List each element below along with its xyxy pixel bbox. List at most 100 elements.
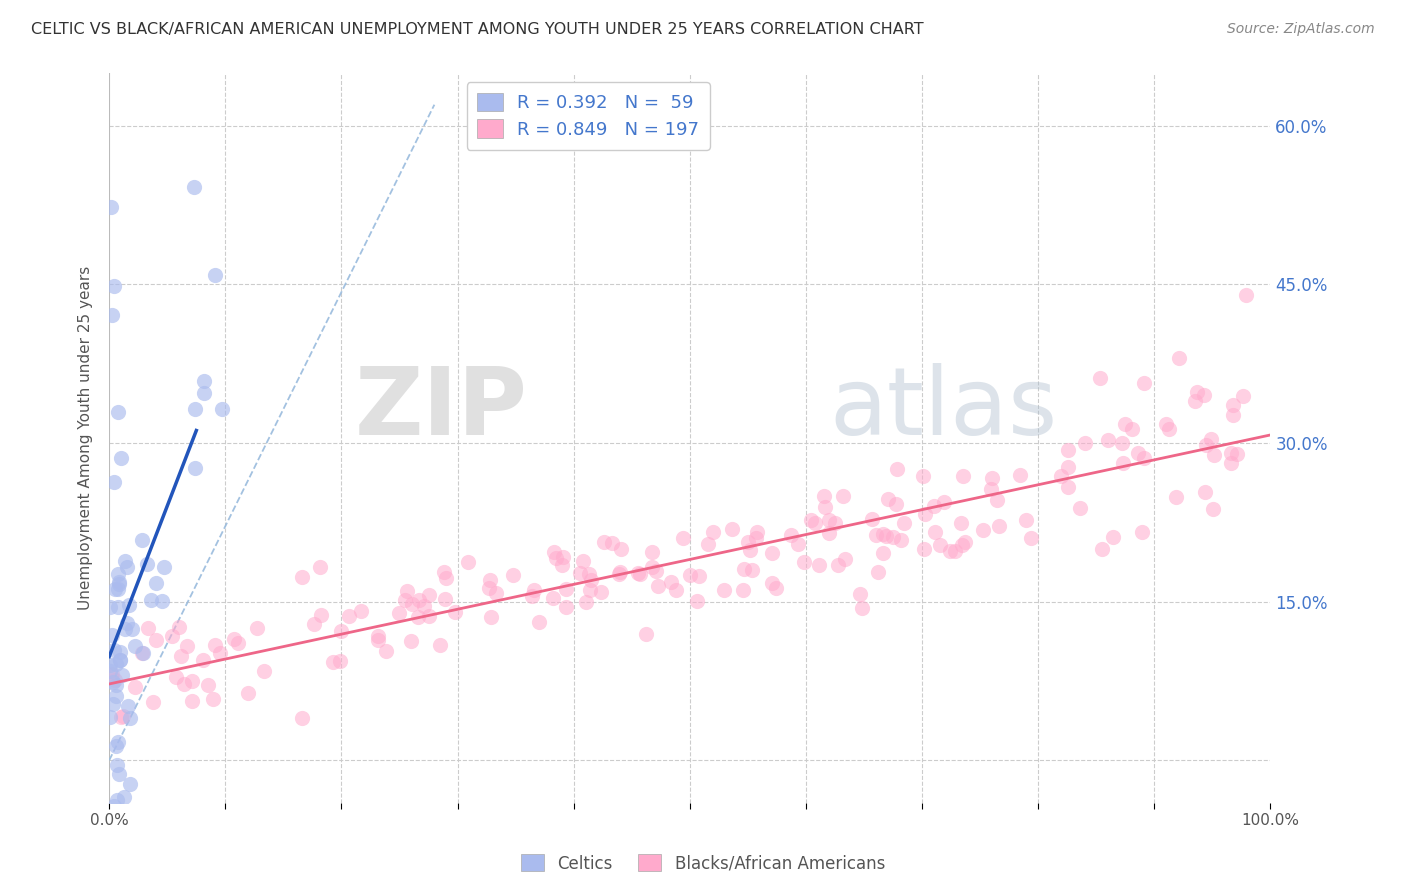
Point bbox=[111, 668, 134, 682]
Point bbox=[953, 535, 976, 549]
Point bbox=[551, 550, 574, 565]
Point bbox=[523, 583, 546, 598]
Point bbox=[107, 566, 129, 581]
Point bbox=[110, 644, 132, 658]
Point bbox=[135, 557, 157, 571]
Point bbox=[433, 565, 456, 579]
Point bbox=[103, 278, 125, 293]
Point bbox=[972, 523, 994, 537]
Point bbox=[173, 677, 195, 691]
Point bbox=[399, 633, 422, 648]
Point bbox=[1232, 389, 1254, 403]
Point bbox=[329, 654, 352, 668]
Point bbox=[103, 798, 125, 813]
Point bbox=[138, 621, 160, 635]
Point bbox=[103, 475, 125, 489]
Point bbox=[204, 268, 226, 282]
Point bbox=[988, 519, 1011, 533]
Point bbox=[865, 528, 887, 542]
Point bbox=[1222, 399, 1244, 413]
Point bbox=[1130, 525, 1153, 540]
Point bbox=[408, 593, 430, 607]
Point bbox=[886, 462, 908, 476]
Point bbox=[761, 576, 783, 591]
Point bbox=[160, 629, 183, 643]
Point bbox=[647, 579, 669, 593]
Point bbox=[1222, 409, 1244, 423]
Point bbox=[211, 402, 233, 417]
Point bbox=[922, 499, 945, 513]
Point bbox=[395, 583, 418, 598]
Point bbox=[222, 632, 245, 646]
Point bbox=[832, 490, 855, 504]
Point bbox=[945, 543, 967, 558]
Point bbox=[478, 573, 501, 587]
Point bbox=[117, 599, 139, 613]
Point bbox=[337, 609, 360, 624]
Point bbox=[367, 629, 389, 643]
Point bbox=[1202, 502, 1225, 516]
Point bbox=[309, 608, 332, 623]
Point bbox=[780, 528, 803, 542]
Point bbox=[1202, 448, 1225, 462]
Point bbox=[118, 777, 141, 791]
Point bbox=[924, 525, 946, 540]
Text: CELTIC VS BLACK/AFRICAN AMERICAN UNEMPLOYMENT AMONG YOUTH UNDER 25 YEARS CORRELA: CELTIC VS BLACK/AFRICAN AMERICAN UNEMPLO… bbox=[31, 22, 924, 37]
Point bbox=[139, 593, 162, 607]
Point bbox=[101, 675, 124, 690]
Point bbox=[238, 686, 260, 700]
Point bbox=[554, 600, 576, 615]
Point bbox=[308, 560, 330, 574]
Point bbox=[659, 574, 682, 589]
Point bbox=[101, 628, 124, 642]
Point bbox=[418, 609, 440, 624]
Point bbox=[551, 558, 574, 572]
Point bbox=[502, 567, 524, 582]
Point bbox=[191, 653, 214, 667]
Point bbox=[541, 591, 564, 606]
Point bbox=[1010, 468, 1032, 483]
Point bbox=[107, 599, 129, 614]
Point bbox=[688, 569, 710, 583]
Point bbox=[818, 526, 841, 541]
Point bbox=[110, 710, 132, 724]
Point bbox=[181, 674, 204, 689]
Point bbox=[574, 595, 596, 609]
Point bbox=[367, 632, 389, 647]
Point bbox=[1114, 417, 1136, 432]
Point bbox=[418, 588, 440, 602]
Point bbox=[1050, 469, 1073, 483]
Point bbox=[786, 537, 808, 551]
Point bbox=[1069, 501, 1091, 516]
Point bbox=[737, 535, 759, 549]
Point bbox=[112, 789, 135, 804]
Point bbox=[628, 567, 651, 582]
Point bbox=[804, 516, 827, 530]
Legend: R = 0.392   N =  59, R = 0.849   N = 197: R = 0.392 N = 59, R = 0.849 N = 197 bbox=[467, 82, 710, 150]
Point bbox=[246, 621, 269, 635]
Point bbox=[98, 664, 121, 678]
Point bbox=[627, 566, 650, 580]
Point bbox=[98, 599, 121, 614]
Point bbox=[375, 644, 398, 658]
Point bbox=[607, 567, 630, 582]
Point bbox=[107, 735, 129, 749]
Point bbox=[520, 589, 543, 603]
Point bbox=[1133, 376, 1156, 390]
Point bbox=[131, 646, 153, 660]
Point bbox=[1057, 442, 1080, 457]
Point bbox=[884, 497, 907, 511]
Point bbox=[592, 534, 614, 549]
Point bbox=[457, 555, 479, 569]
Point bbox=[578, 582, 600, 597]
Point bbox=[1132, 450, 1154, 465]
Point bbox=[721, 522, 744, 536]
Point bbox=[641, 545, 664, 559]
Point bbox=[291, 570, 314, 584]
Point bbox=[665, 583, 688, 598]
Point bbox=[882, 531, 904, 545]
Point bbox=[152, 593, 174, 607]
Point bbox=[141, 695, 163, 709]
Point bbox=[1187, 385, 1209, 400]
Point bbox=[634, 627, 657, 641]
